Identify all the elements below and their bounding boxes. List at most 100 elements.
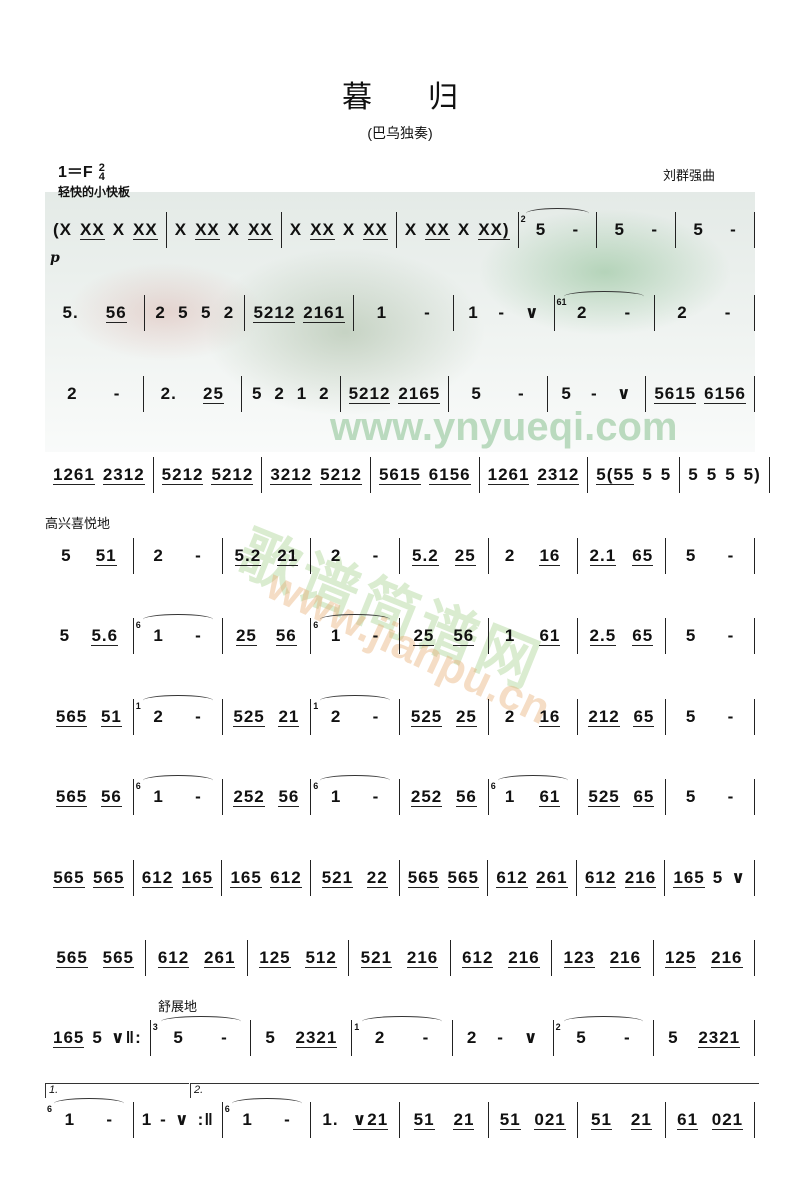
measure: 2- ∨ bbox=[453, 1020, 554, 1056]
measure: (X XX X XX bbox=[45, 212, 167, 248]
note-group: XX) bbox=[478, 219, 510, 240]
note-group: 5 bbox=[265, 1028, 276, 1047]
note-group: 1 bbox=[153, 626, 164, 645]
score-row: 1261 2312 5212 5212 3212 5212 5615 6156 1261 2312… bbox=[45, 457, 770, 493]
grace-note: 2 bbox=[555, 1022, 561, 1032]
measure: 1 2 - bbox=[311, 695, 400, 735]
measure: 5212 5212 bbox=[154, 457, 263, 493]
measure: 2.5 65 bbox=[578, 618, 667, 654]
note-group: 2 bbox=[155, 303, 166, 322]
note-group: - bbox=[372, 787, 380, 806]
measure: 61 2 - bbox=[555, 291, 655, 331]
note-group: - bbox=[195, 787, 202, 806]
grace-note: 6 bbox=[47, 1104, 53, 1114]
note-group: X bbox=[174, 220, 188, 239]
note-group: 1 bbox=[504, 787, 516, 806]
expression-happy: 高兴喜悦地 bbox=[45, 516, 111, 531]
note-group: ∨ bbox=[524, 303, 540, 322]
measure: 61 021 bbox=[666, 1102, 755, 1138]
note-group: 123 bbox=[563, 947, 595, 968]
note-group: 5212 bbox=[253, 302, 296, 323]
measure: 5- bbox=[666, 538, 755, 574]
note-group: 2 bbox=[153, 707, 164, 726]
measure: 6 1 61 bbox=[489, 775, 578, 815]
note-group: 61 bbox=[539, 625, 561, 646]
note-group: 2321 bbox=[295, 1027, 338, 1048]
note-group: 5 bbox=[535, 220, 547, 239]
note-group: - bbox=[591, 384, 598, 403]
note-group: 252 bbox=[410, 786, 443, 807]
grace-note: 1 bbox=[135, 701, 141, 711]
score-row: 565 565 612 165 165 612 521 22 565 565 612 261 612 21… bbox=[45, 860, 756, 896]
note-group: 5 bbox=[712, 868, 724, 887]
note-group: 25 bbox=[413, 625, 435, 646]
measure: 5 5.6 bbox=[45, 618, 134, 654]
note-group: 5 bbox=[706, 465, 718, 484]
slur bbox=[53, 1098, 124, 1109]
tempo-marking: 轻快的小快板 bbox=[58, 185, 131, 199]
note-group: 5 bbox=[668, 1028, 679, 1047]
measure: 525 25 bbox=[400, 699, 489, 735]
note-group: 2 bbox=[67, 384, 78, 403]
measure: 1- ∨ bbox=[454, 295, 555, 331]
measure: 1 2 - bbox=[352, 1016, 453, 1056]
measure: 165 5 ∨ bbox=[665, 860, 756, 896]
note-group: 5212 bbox=[348, 383, 391, 404]
measure: X XX X XX bbox=[167, 212, 282, 248]
note-group: 5212 bbox=[211, 464, 254, 485]
slur bbox=[526, 208, 589, 219]
measure: 51 021 bbox=[489, 1102, 578, 1138]
measure: 2 5 - bbox=[554, 1016, 655, 1056]
score-row: 5. 56 2 5 5 2 5212 2161 1-1- ∨ 61 2-2- bbox=[45, 291, 755, 331]
note-group: 5 bbox=[576, 1028, 587, 1047]
note-group: 5 bbox=[178, 303, 189, 322]
note-group: - bbox=[372, 707, 380, 726]
note-group: 612 bbox=[584, 867, 617, 888]
note-group: 2.1 bbox=[589, 545, 617, 566]
note-group: 252 bbox=[233, 786, 265, 807]
note-group: 5 bbox=[685, 546, 697, 565]
note-group: - bbox=[730, 220, 737, 239]
score-row: 6 1-1- ∨:‖ 6 1-1. ∨21 51 21 51 021 51 21 61 021 bbox=[45, 1098, 755, 1138]
note-group: 5615 bbox=[654, 383, 697, 404]
grace-note: 1 bbox=[354, 1022, 360, 1032]
note-group: 5 bbox=[92, 1028, 103, 1047]
note-group: 22 bbox=[366, 867, 388, 888]
slur bbox=[320, 614, 391, 625]
measure: 5.2 25 bbox=[400, 538, 489, 574]
grace-note: 61 bbox=[556, 297, 567, 307]
note-group: 521 bbox=[360, 947, 393, 968]
note-group: 525 bbox=[233, 706, 265, 727]
note-group: 51 bbox=[591, 1109, 612, 1130]
measure: 2- bbox=[311, 538, 400, 574]
note-group: XX bbox=[133, 219, 158, 240]
note-group: 525 bbox=[410, 706, 443, 727]
measure: 2.1 65 bbox=[578, 538, 667, 574]
measure: 3212 5212 bbox=[262, 457, 371, 493]
note-group: - bbox=[624, 303, 632, 322]
measure: 51 21 bbox=[578, 1102, 667, 1138]
measure: 5. 56 bbox=[45, 295, 146, 331]
measure: 5- bbox=[666, 779, 755, 815]
score-title: 暮归 bbox=[342, 80, 514, 115]
note-group: 1 bbox=[242, 1110, 253, 1129]
note-group: 5 bbox=[725, 465, 736, 484]
measure: 2. 25 bbox=[144, 376, 243, 412]
note-group: 565 bbox=[56, 947, 88, 968]
note-group: - bbox=[623, 1028, 631, 1047]
slur bbox=[160, 1016, 241, 1027]
note-group: 165 bbox=[181, 867, 214, 888]
note-group: 65 bbox=[633, 706, 655, 727]
measure: 5- ∨ bbox=[548, 376, 647, 412]
note-group: - bbox=[497, 1028, 504, 1047]
note-group: - bbox=[727, 707, 735, 726]
note-group: 1 bbox=[504, 626, 516, 645]
note-group: 5.2 bbox=[412, 545, 439, 566]
measure: 612 216 bbox=[451, 940, 553, 976]
note-group: - bbox=[727, 787, 735, 806]
measure: 252 56 bbox=[400, 779, 489, 815]
note-group: 5.6 bbox=[91, 625, 119, 646]
measure: 5.2 21 bbox=[223, 538, 312, 574]
measure: 612 261 bbox=[488, 860, 577, 896]
